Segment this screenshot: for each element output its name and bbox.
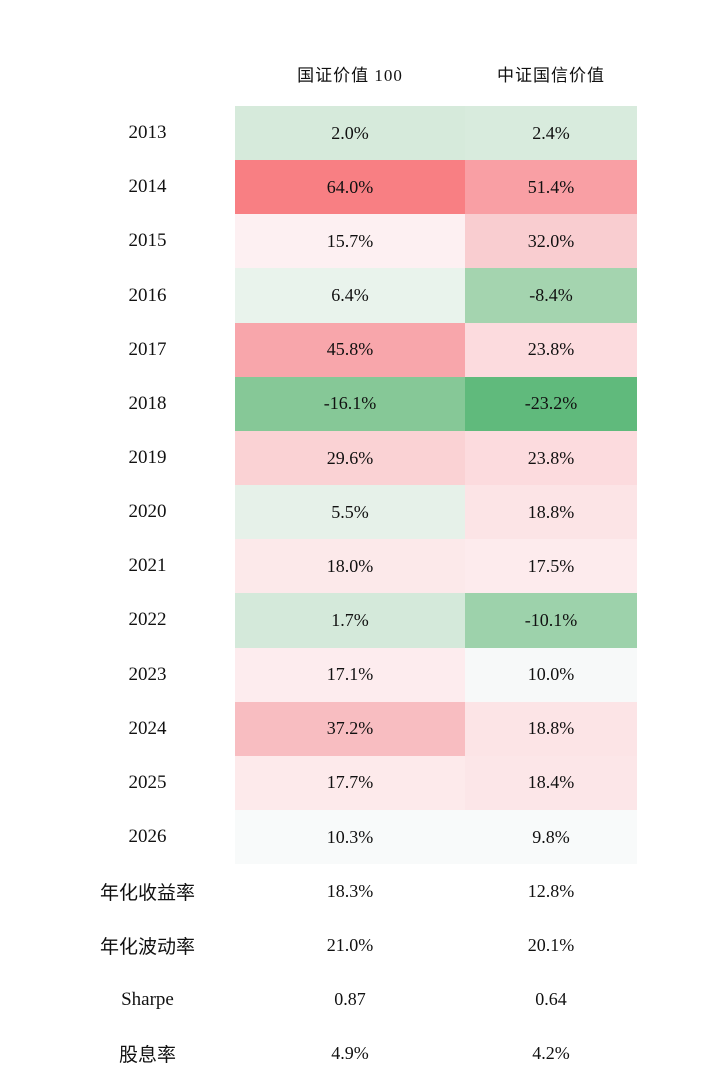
table-row: 年化收益率 18.3% 12.8% — [0, 864, 720, 918]
value-cell-col1: 10.3% — [235, 810, 465, 865]
table-row: 2016 6.4% -8.4% — [0, 268, 720, 323]
value-cell-col1: 4.9% — [331, 1043, 369, 1064]
column-header-zhongzheng-guoxin-value: 中证国信价值 — [497, 66, 605, 85]
table-row: 2024 37.2% 18.8% — [0, 701, 720, 756]
value-cell-col2: 12.8% — [527, 880, 575, 901]
value-cell-col1: 15.7% — [235, 214, 465, 269]
table-row: 2026 10.3% 9.8% — [0, 810, 720, 865]
column-header-row: 国证价值 100 中证国信价值 — [0, 0, 720, 106]
value-cell-col1: 45.8% — [235, 322, 465, 377]
value-cell-col2: -10.1% — [465, 593, 637, 648]
row-label: 2014 — [128, 176, 167, 198]
value-cell-col1: 17.7% — [235, 755, 465, 811]
value-cell-col2: 2.4% — [465, 106, 637, 161]
table-body: 2013 2.0% 2.4% 2014 64.0% 51.4% 2015 15.… — [0, 106, 720, 1081]
row-label: 2021 — [128, 555, 167, 577]
value-cell-col2: 18.8% — [465, 485, 637, 540]
row-label: 年化收益率 — [99, 882, 195, 904]
row-label: 2023 — [128, 663, 167, 685]
value-cell-col2: 18.8% — [465, 701, 637, 756]
row-label: 2018 — [128, 392, 167, 414]
table-row: 2021 18.0% 17.5% — [0, 539, 720, 594]
value-cell-col2: -8.4% — [465, 268, 637, 323]
row-label: 2025 — [128, 771, 167, 793]
table-row: 2015 15.7% 32.0% — [0, 214, 720, 269]
value-cell-col1: 2.0% — [235, 106, 465, 161]
table-row: 2022 1.7% -10.1% — [0, 593, 720, 648]
table-row: 2017 45.8% 23.8% — [0, 322, 720, 377]
value-cell-col1: 0.87 — [334, 989, 366, 1010]
value-cell-col2: 9.8% — [465, 810, 637, 865]
row-label: 2016 — [128, 284, 167, 306]
value-cell-col1: 18.3% — [326, 880, 374, 901]
value-cell-col1: -16.1% — [235, 376, 465, 431]
value-cell-col2: 20.1% — [527, 934, 575, 955]
row-label: 2020 — [128, 501, 167, 523]
row-label: 股息率 — [118, 1045, 176, 1067]
value-cell-col1: 1.7% — [235, 593, 465, 648]
value-cell-col2: 51.4% — [465, 160, 637, 215]
value-cell-col2: 18.4% — [465, 755, 637, 811]
value-cell-col2: 17.5% — [465, 539, 637, 594]
value-cell-col1: 17.1% — [235, 647, 465, 702]
value-cell-col2: 23.8% — [465, 322, 637, 377]
value-cell-col2: 4.2% — [532, 1043, 570, 1064]
row-label: 2017 — [128, 338, 167, 360]
table-row: 股息率 4.9% 4.2% — [0, 1027, 720, 1081]
value-cell-col1: 64.0% — [235, 160, 465, 215]
value-cell-col2: -23.2% — [465, 376, 637, 431]
value-cell-col1: 5.5% — [235, 485, 465, 540]
row-label: 2026 — [128, 826, 167, 848]
row-label: 2022 — [128, 609, 167, 631]
row-label: 年化波动率 — [99, 936, 195, 958]
table-row: Sharpe 0.87 0.64 — [0, 973, 720, 1027]
value-cell-col2: 0.64 — [535, 989, 567, 1010]
value-cell-col2: 23.8% — [465, 430, 637, 486]
table-row: 2018 -16.1% -23.2% — [0, 376, 720, 431]
value-cell-col1: 21.0% — [326, 934, 374, 955]
value-cell-col1: 37.2% — [235, 701, 465, 756]
value-cell-col2: 32.0% — [465, 214, 637, 269]
table-row: 2014 64.0% 51.4% — [0, 160, 720, 215]
value-cell-col2: 10.0% — [465, 647, 637, 702]
value-cell-col1: 6.4% — [235, 268, 465, 323]
row-label: 2024 — [128, 717, 167, 739]
table-row: 2020 5.5% 18.8% — [0, 485, 720, 540]
column-header-guozheng-value-100: 国证价值 100 — [297, 66, 403, 85]
table-row: 年化波动率 21.0% 20.1% — [0, 918, 720, 972]
row-label: 2015 — [128, 230, 167, 252]
table-row: 2025 17.7% 18.4% — [0, 755, 720, 811]
row-label: Sharpe — [121, 988, 174, 1010]
table-row: 2023 17.1% 10.0% — [0, 647, 720, 702]
table-row: 2013 2.0% 2.4% — [0, 106, 720, 161]
row-label: 2019 — [128, 447, 167, 469]
table-row: 2019 29.6% 23.8% — [0, 430, 720, 486]
row-label: 2013 — [128, 122, 167, 144]
value-cell-col1: 29.6% — [235, 430, 465, 486]
value-cell-col1: 18.0% — [235, 539, 465, 594]
